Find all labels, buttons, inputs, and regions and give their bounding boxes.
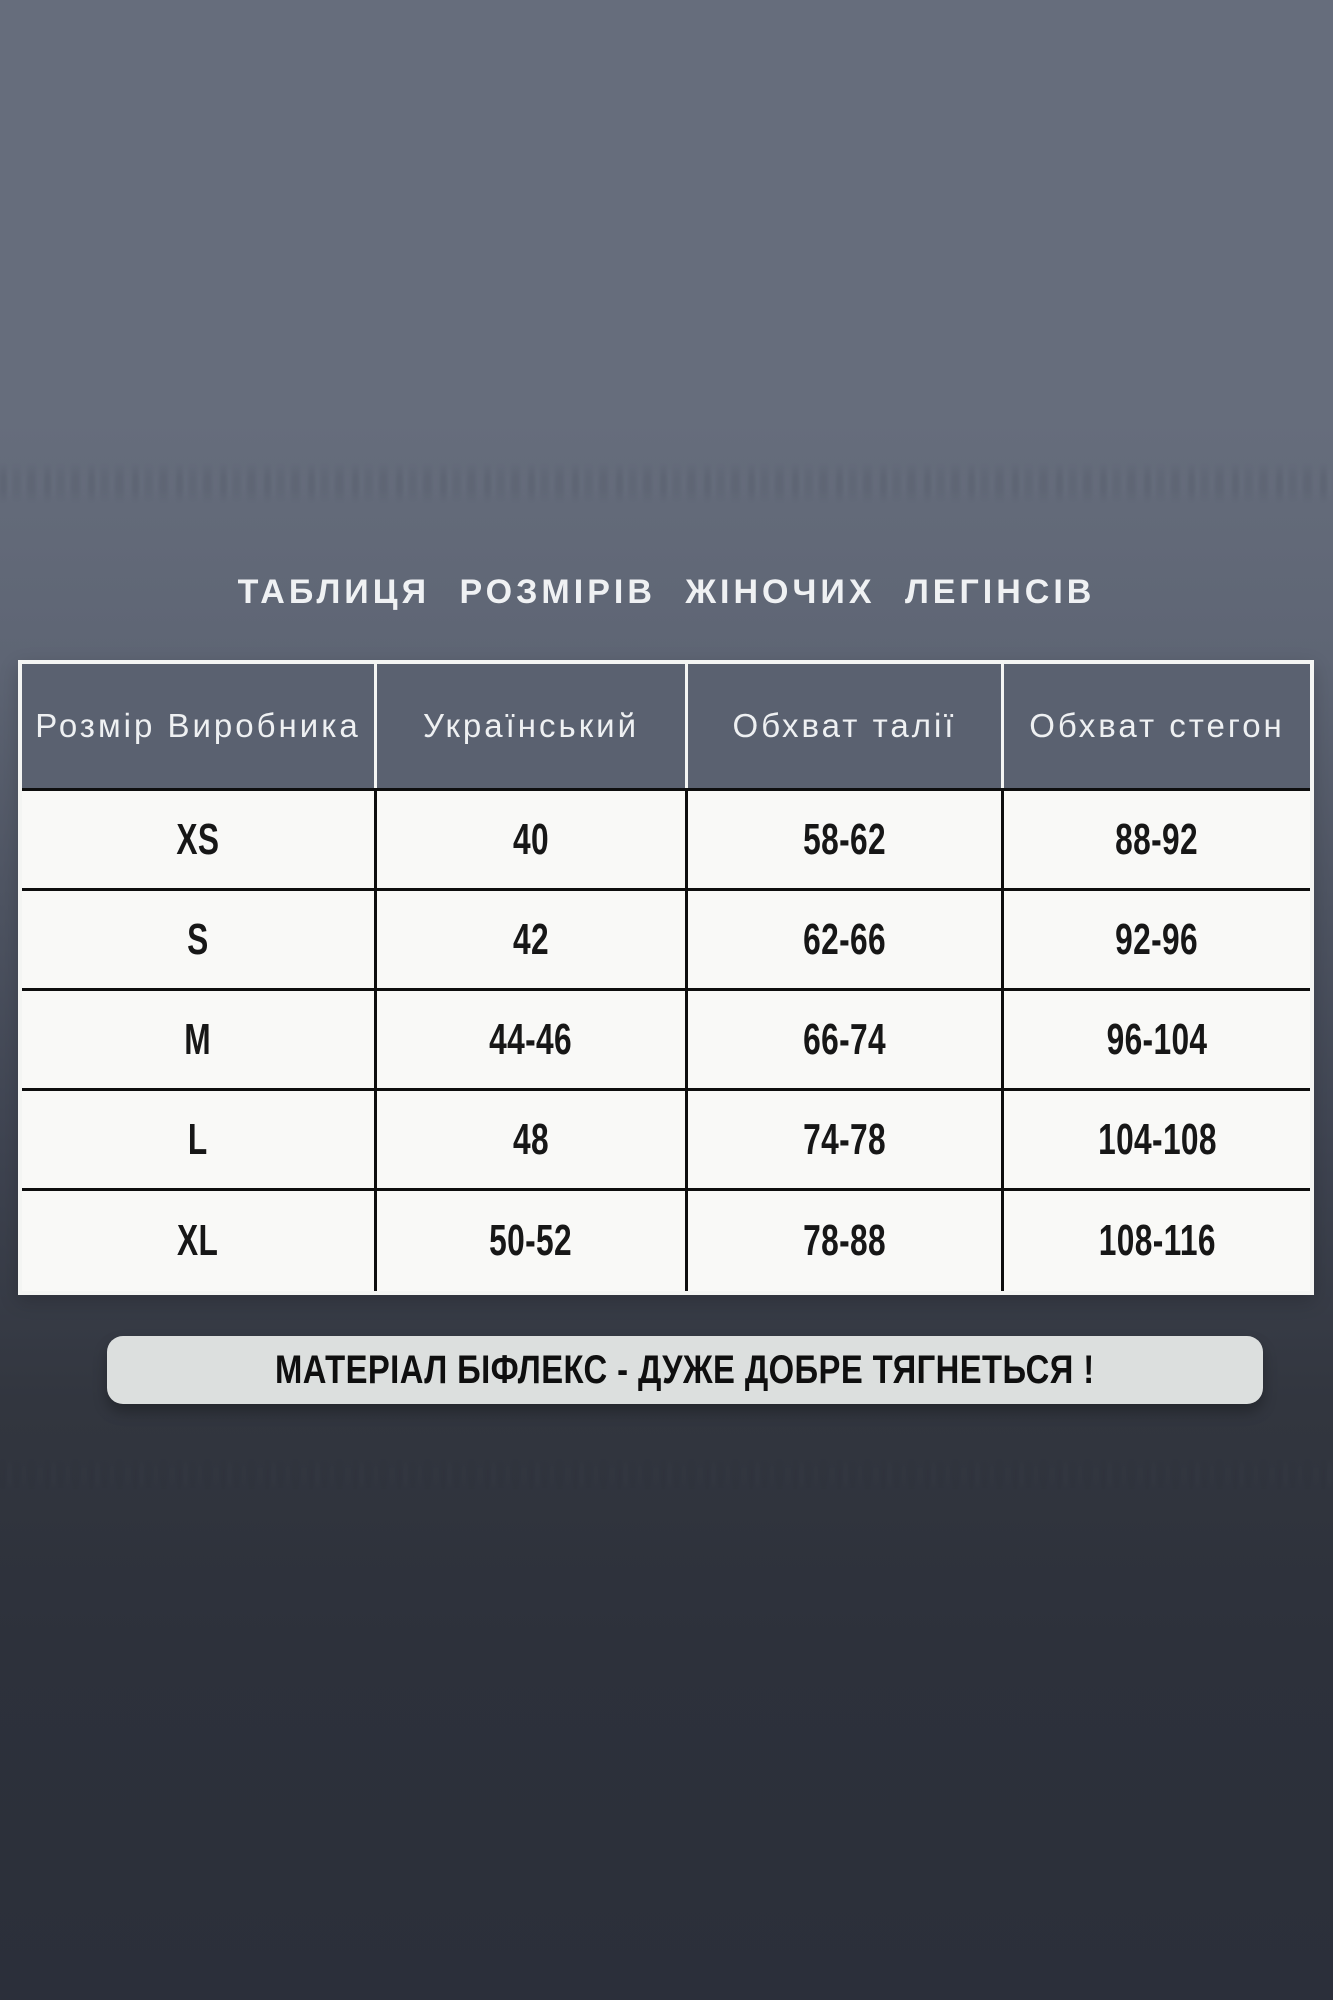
size-value: 48 (513, 1114, 549, 1164)
column-header-ukrainian-size: Український (377, 664, 688, 788)
size-value: 104-108 (1097, 1114, 1217, 1164)
table-cell: S (22, 891, 377, 991)
table-cell: 108-116 (1004, 1191, 1310, 1291)
size-value: 74-78 (803, 1114, 886, 1164)
size-value: 78-88 (803, 1216, 886, 1265)
size-value: 108-116 (1098, 1216, 1216, 1265)
table-cell: 48 (377, 1091, 688, 1191)
table-cell: 44-46 (377, 991, 688, 1091)
table-cell: 62-66 (688, 891, 1004, 991)
table-cell: 88-92 (1004, 791, 1310, 891)
table-cell: 66-74 (688, 991, 1004, 1091)
table-cell: L (22, 1091, 377, 1191)
size-value: S (187, 914, 209, 964)
size-value: 92-96 (1115, 914, 1199, 964)
table-cell: XS (22, 791, 377, 891)
size-value: 66-74 (803, 1014, 886, 1064)
background-noise-band (0, 462, 1333, 504)
page-title: ТАБЛИЦЯ РОЗМІРІВ ЖІНОЧИХ ЛЕГІНСІВ (237, 573, 1096, 611)
size-value: 88-92 (1115, 814, 1199, 864)
size-value: 44-46 (489, 1014, 573, 1064)
column-header-hips: Обхват стегон (1004, 664, 1310, 788)
size-value: 50-52 (489, 1216, 573, 1265)
material-note-text: МАТЕРІАЛ БІФЛЕКС - ДУЖЕ ДОБРЕ ТЯГНЕТЬСЯ … (275, 1347, 1095, 1392)
background-noise-band (0, 1458, 1333, 1492)
table-cell: 78-88 (688, 1191, 1004, 1291)
table-cell: XL (22, 1191, 377, 1291)
size-value: 40 (513, 814, 549, 864)
table-cell: 50-52 (377, 1191, 688, 1291)
size-value: XL (177, 1216, 219, 1265)
size-value: 42 (513, 914, 549, 964)
table-cell: 104-108 (1004, 1091, 1310, 1191)
size-value: 96-104 (1106, 1014, 1208, 1064)
size-value: 62-66 (803, 914, 886, 964)
table-cell: 92-96 (1004, 891, 1310, 991)
column-header-waist: Обхват талії (688, 664, 1004, 788)
table-cell: 96-104 (1004, 991, 1310, 1091)
column-header-manufacturer-size: Розмір Виробника (22, 664, 377, 788)
size-table: Розмір Виробника Український Обхват талі… (18, 660, 1314, 1295)
table-header-row: Розмір Виробника Український Обхват талі… (22, 664, 1310, 791)
material-note-banner: МАТЕРІАЛ БІФЛЕКС - ДУЖЕ ДОБРЕ ТЯГНЕТЬСЯ … (107, 1336, 1263, 1404)
table-cell: 40 (377, 791, 688, 891)
size-value: 58-62 (803, 814, 886, 864)
table-cell: 74-78 (688, 1091, 1004, 1191)
size-value: L (188, 1114, 208, 1164)
table-cell: M (22, 991, 377, 1091)
table-cell: 58-62 (688, 791, 1004, 891)
table-body: XS 40 58-62 88-92 S 42 62-66 92-96 M 44-… (22, 791, 1310, 1291)
size-value: XS (176, 814, 220, 864)
size-value: M (184, 1014, 212, 1064)
table-cell: 42 (377, 891, 688, 991)
